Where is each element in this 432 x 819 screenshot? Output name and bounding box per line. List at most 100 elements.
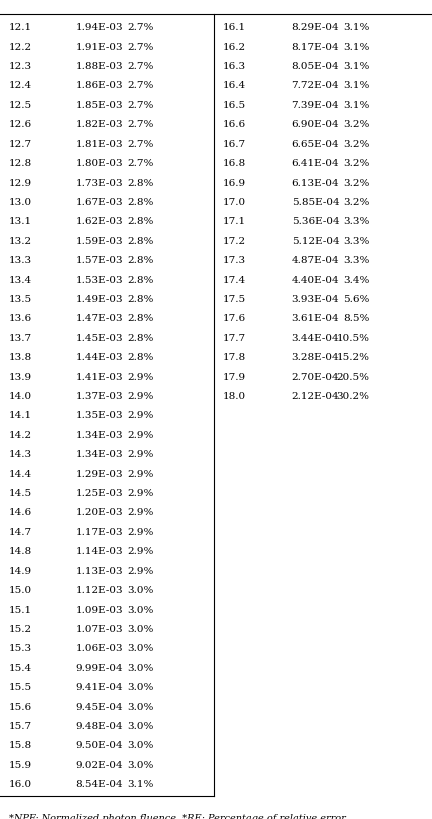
Text: 2.9%: 2.9% <box>127 373 153 382</box>
Text: 16.8: 16.8 <box>222 159 246 168</box>
Text: 5.6%: 5.6% <box>343 295 369 304</box>
Text: 2.7%: 2.7% <box>127 120 153 129</box>
Text: 13.0: 13.0 <box>9 198 32 207</box>
Text: 2.9%: 2.9% <box>127 431 153 440</box>
Text: 9.50E-04: 9.50E-04 <box>76 741 123 750</box>
Text: 3.0%: 3.0% <box>127 741 153 750</box>
Text: 1.25E-03: 1.25E-03 <box>76 489 123 498</box>
Text: 13.8: 13.8 <box>9 353 32 362</box>
Text: 1.47E-03: 1.47E-03 <box>76 314 123 324</box>
Text: 17.9: 17.9 <box>222 373 246 382</box>
Text: 1.17E-03: 1.17E-03 <box>76 528 123 537</box>
Text: 12.8: 12.8 <box>9 159 32 168</box>
Text: 1.07E-03: 1.07E-03 <box>76 625 123 634</box>
Text: 12.3: 12.3 <box>9 62 32 71</box>
Text: 1.34E-03: 1.34E-03 <box>76 431 123 440</box>
Text: 10.5%: 10.5% <box>337 334 369 343</box>
Text: 9.41E-04: 9.41E-04 <box>76 683 123 692</box>
Text: 6.65E-04: 6.65E-04 <box>292 140 339 149</box>
Text: 2.9%: 2.9% <box>127 567 153 576</box>
Text: 20.5%: 20.5% <box>337 373 369 382</box>
Text: 8.29E-04: 8.29E-04 <box>292 23 339 32</box>
Text: 17.7: 17.7 <box>222 334 246 343</box>
Text: 1.85E-03: 1.85E-03 <box>76 101 123 110</box>
Text: 2.8%: 2.8% <box>127 353 153 362</box>
Text: 15.3: 15.3 <box>9 645 32 654</box>
Text: 3.3%: 3.3% <box>343 217 369 226</box>
Text: 13.2: 13.2 <box>9 237 32 246</box>
Text: 2.70E-04: 2.70E-04 <box>292 373 339 382</box>
Text: 16.4: 16.4 <box>222 81 246 90</box>
Text: 2.9%: 2.9% <box>127 509 153 518</box>
Text: 13.9: 13.9 <box>9 373 32 382</box>
Text: 3.2%: 3.2% <box>343 120 369 129</box>
Text: 1.09E-03: 1.09E-03 <box>76 605 123 614</box>
Text: 3.1%: 3.1% <box>343 23 369 32</box>
Text: 9.99E-04: 9.99E-04 <box>76 663 123 672</box>
Text: 1.45E-03: 1.45E-03 <box>76 334 123 343</box>
Text: 6.13E-04: 6.13E-04 <box>292 179 339 188</box>
Text: 17.4: 17.4 <box>222 275 246 284</box>
Text: 14.4: 14.4 <box>9 469 32 478</box>
Text: 12.6: 12.6 <box>9 120 32 129</box>
Text: 1.41E-03: 1.41E-03 <box>76 373 123 382</box>
Text: 12.7: 12.7 <box>9 140 32 149</box>
Text: 1.13E-03: 1.13E-03 <box>76 567 123 576</box>
Text: 12.1: 12.1 <box>9 23 32 32</box>
Text: 2.9%: 2.9% <box>127 547 153 556</box>
Text: 16.7: 16.7 <box>222 140 246 149</box>
Text: 16.3: 16.3 <box>222 62 246 71</box>
Text: 18.0: 18.0 <box>222 392 246 401</box>
Text: 13.7: 13.7 <box>9 334 32 343</box>
Text: 14.6: 14.6 <box>9 509 32 518</box>
Text: 5.85E-04: 5.85E-04 <box>292 198 339 207</box>
Text: 14.0: 14.0 <box>9 392 32 401</box>
Text: 15.7: 15.7 <box>9 722 32 731</box>
Text: 2.8%: 2.8% <box>127 295 153 304</box>
Text: 1.12E-03: 1.12E-03 <box>76 586 123 595</box>
Text: 3.1%: 3.1% <box>343 62 369 71</box>
Text: 4.87E-04: 4.87E-04 <box>292 256 339 265</box>
Text: 3.1%: 3.1% <box>127 781 153 790</box>
Text: 14.8: 14.8 <box>9 547 32 556</box>
Text: 15.8: 15.8 <box>9 741 32 750</box>
Text: 13.6: 13.6 <box>9 314 32 324</box>
Text: 16.0: 16.0 <box>9 781 32 790</box>
Text: 15.6: 15.6 <box>9 703 32 712</box>
Text: 2.8%: 2.8% <box>127 256 153 265</box>
Text: 3.0%: 3.0% <box>127 722 153 731</box>
Text: 3.0%: 3.0% <box>127 703 153 712</box>
Text: 12.2: 12.2 <box>9 43 32 52</box>
Text: 2.8%: 2.8% <box>127 179 153 188</box>
Text: 17.2: 17.2 <box>222 237 246 246</box>
Text: 15.2%: 15.2% <box>337 353 369 362</box>
Text: 3.3%: 3.3% <box>343 237 369 246</box>
Text: 12.9: 12.9 <box>9 179 32 188</box>
Text: 14.9: 14.9 <box>9 567 32 576</box>
Text: *NPF: Normalized photon fluence, *RE: Percentage of relative error,: *NPF: Normalized photon fluence, *RE: Pe… <box>9 814 347 819</box>
Text: 1.14E-03: 1.14E-03 <box>76 547 123 556</box>
Text: 1.37E-03: 1.37E-03 <box>76 392 123 401</box>
Text: 2.9%: 2.9% <box>127 411 153 420</box>
Text: 1.34E-03: 1.34E-03 <box>76 450 123 459</box>
Text: 17.5: 17.5 <box>222 295 246 304</box>
Text: 3.2%: 3.2% <box>343 159 369 168</box>
Text: 2.7%: 2.7% <box>127 81 153 90</box>
Text: 3.1%: 3.1% <box>343 43 369 52</box>
Text: 15.1: 15.1 <box>9 605 32 614</box>
Text: 3.0%: 3.0% <box>127 663 153 672</box>
Text: 15.4: 15.4 <box>9 663 32 672</box>
Text: 1.62E-03: 1.62E-03 <box>76 217 123 226</box>
Text: 1.53E-03: 1.53E-03 <box>76 275 123 284</box>
Text: 13.4: 13.4 <box>9 275 32 284</box>
Text: 15.2: 15.2 <box>9 625 32 634</box>
Text: 17.6: 17.6 <box>222 314 246 324</box>
Text: 14.3: 14.3 <box>9 450 32 459</box>
Text: 8.54E-04: 8.54E-04 <box>76 781 123 790</box>
Text: 17.3: 17.3 <box>222 256 246 265</box>
Text: 2.7%: 2.7% <box>127 23 153 32</box>
Text: 8.05E-04: 8.05E-04 <box>292 62 339 71</box>
Text: 3.4%: 3.4% <box>343 275 369 284</box>
Text: 15.0: 15.0 <box>9 586 32 595</box>
Text: 1.67E-03: 1.67E-03 <box>76 198 123 207</box>
